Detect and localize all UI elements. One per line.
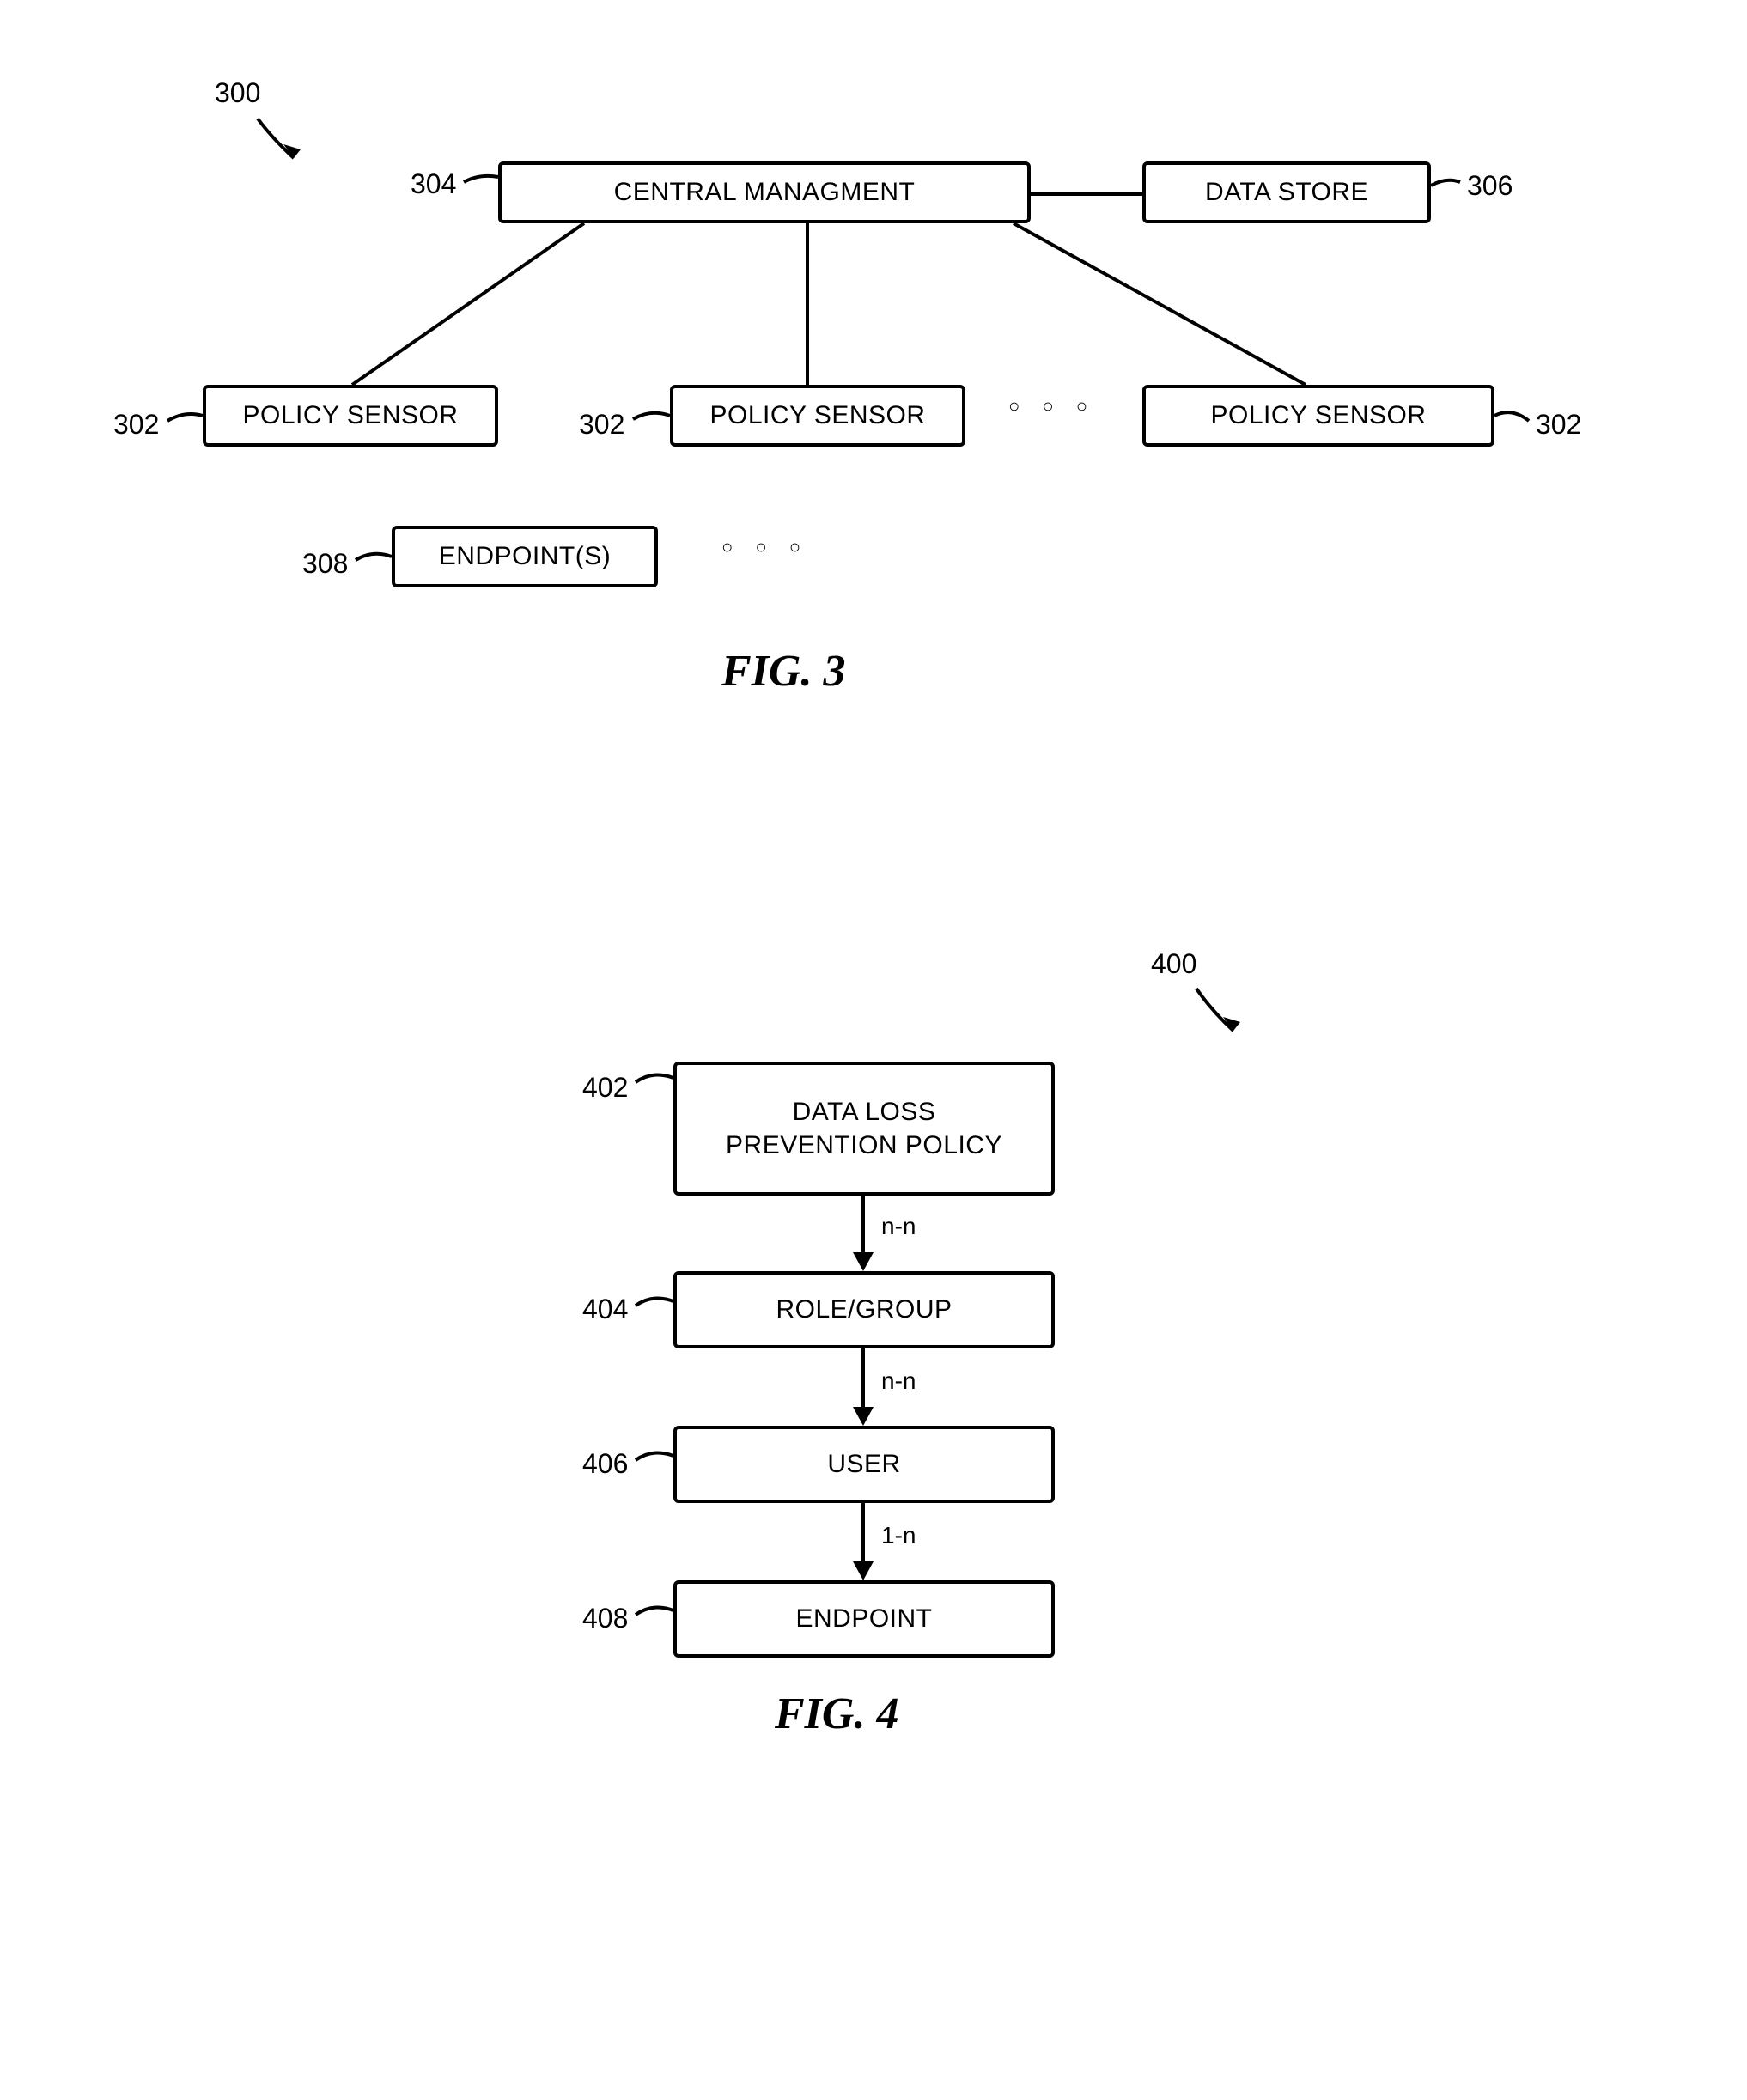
central-management-ref: 304 <box>411 168 456 200</box>
dlp-policy-box: DATA LOSS PREVENTION POLICY <box>673 1062 1055 1196</box>
fig4-ref-main: 400 <box>1151 948 1196 980</box>
fig3-ref-main: 300 <box>215 77 260 109</box>
policy-sensor-ref-2: 302 <box>579 409 624 441</box>
dlp-policy-text: DATA LOSS PREVENTION POLICY <box>726 1095 1002 1162</box>
role-group-ref: 404 <box>582 1293 628 1325</box>
endpoint-box: ENDPOINT <box>673 1580 1055 1658</box>
data-store-box: DATA STORE <box>1142 161 1431 223</box>
data-store-text: DATA STORE <box>1205 178 1368 207</box>
fig3-title: FIG. 3 <box>721 646 845 697</box>
dlp-policy-ref: 402 <box>582 1072 628 1104</box>
policy-sensor-ref-1: 302 <box>113 409 159 441</box>
policy-sensor-text-2: POLICY SENSOR <box>709 401 925 430</box>
edge-label-1: n-n <box>881 1213 916 1240</box>
central-management-box: CENTRAL MANAGMENT <box>498 161 1031 223</box>
policy-sensor-ref-3: 302 <box>1536 409 1581 441</box>
role-group-box: ROLE/GROUP <box>673 1271 1055 1348</box>
user-text: USER <box>827 1450 900 1479</box>
diagram-canvas: 300 <box>34 52 1713 2048</box>
edge-label-2: n-n <box>881 1367 916 1395</box>
policy-sensor-box-1: POLICY SENSOR <box>203 385 498 447</box>
edge-label-3: 1-n <box>881 1522 916 1549</box>
user-ref: 406 <box>582 1448 628 1480</box>
endpoints-ellipsis: ○ ○ ○ <box>721 536 809 558</box>
policy-sensor-box-2: POLICY SENSOR <box>670 385 965 447</box>
fig4-title: FIG. 4 <box>775 1689 898 1739</box>
endpoints-text: ENDPOINT(S) <box>439 542 612 571</box>
policy-sensor-box-3: POLICY SENSOR <box>1142 385 1494 447</box>
policy-sensor-text-3: POLICY SENSOR <box>1210 401 1426 430</box>
endpoints-box: ENDPOINT(S) <box>392 526 658 587</box>
central-management-text: CENTRAL MANAGMENT <box>614 178 916 207</box>
endpoint-ref: 408 <box>582 1603 628 1634</box>
sensor-ellipsis: ○ ○ ○ <box>1008 395 1096 417</box>
user-box: USER <box>673 1426 1055 1503</box>
role-group-text: ROLE/GROUP <box>776 1295 952 1324</box>
fig3-connectors-svg <box>34 52 1713 2048</box>
policy-sensor-text-1: POLICY SENSOR <box>242 401 458 430</box>
data-store-ref: 306 <box>1467 170 1513 202</box>
endpoint-text: ENDPOINT <box>795 1604 932 1634</box>
endpoints-ref: 308 <box>302 548 348 580</box>
